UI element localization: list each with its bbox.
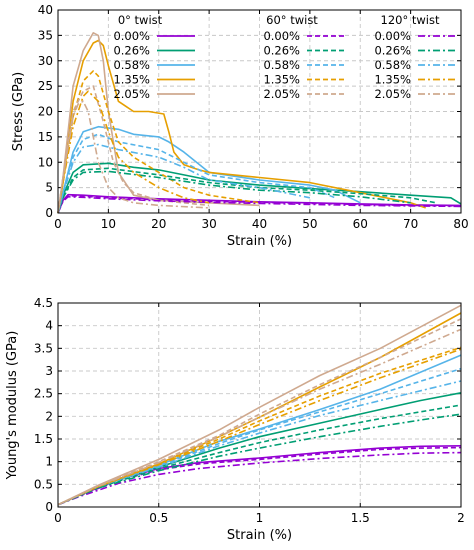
stress-strain-chart: 0 10 20 30 40 50 60 70 80 0 5 10 15 20 25 30 35 40 Strain … (11, 3, 469, 249)
legend-entry-label: 0.58% (263, 58, 300, 72)
x-tick-label: 0 (54, 217, 62, 231)
x-tick-label: 0 (54, 511, 62, 525)
series-line (57, 170, 411, 214)
y-axis-label: Stress (GPa) (11, 72, 26, 152)
legend-entry-label: 1.35% (263, 73, 300, 87)
legend-entry-label: 0.00% (263, 29, 300, 43)
series-line (57, 90, 210, 214)
y-tick-label: 5 (45, 181, 53, 195)
x-tick-label: 2 (457, 511, 465, 525)
series-line (57, 367, 462, 506)
legend-entry-label: 2.05% (263, 87, 300, 101)
plot-frame (57, 9, 462, 214)
x-tick-label: 80 (453, 217, 468, 231)
legend-entry-label: 0.58% (113, 58, 150, 72)
y-tick-label: 3.5 (34, 341, 53, 355)
series-line (57, 446, 462, 506)
legend-entry-label: 0.58% (374, 58, 411, 72)
x-tick-label: 1.5 (351, 511, 370, 525)
series-line (57, 451, 462, 506)
legend-entry-label: 1.35% (374, 73, 411, 87)
legend-entry-label: 0.00% (113, 29, 150, 43)
x-axis-label: Strain (%) (227, 528, 292, 543)
y-tick-label: 30 (38, 54, 53, 68)
y-tick-label: 4.5 (34, 296, 53, 310)
x-tick-label: 40 (252, 217, 267, 231)
plot-frame (57, 302, 462, 508)
series-line (57, 346, 462, 506)
x-tick-label: 70 (403, 217, 418, 231)
series-line (57, 196, 462, 214)
x-tick-label: 0.5 (149, 511, 168, 525)
series-line (57, 167, 436, 214)
series-line (57, 413, 462, 506)
y-tick-label: 0 (45, 500, 53, 514)
y-tick-label: 10 (38, 155, 53, 169)
series-line (57, 100, 210, 214)
y-tick-label: 2 (45, 409, 53, 423)
y-tick-label: 0.5 (34, 477, 53, 491)
youngs-modulus-chart: 0 0.5 1 1.5 2 0 0.5 1 1.5 2 2.5 3 3.5 4 4.5 Strain (%) Y… (5, 296, 465, 543)
series-line (57, 133, 336, 214)
series-line (57, 404, 462, 506)
x-tick-label: 20 (151, 217, 166, 231)
x-tick-label: 10 (101, 217, 116, 231)
y-tick-label: 20 (38, 105, 53, 119)
series-line (57, 328, 462, 506)
legend-group-title: 60° twist (266, 13, 318, 27)
x-tick-label: 60 (353, 217, 368, 231)
legend-entry-label: 0.00% (374, 29, 411, 43)
series-line (57, 348, 462, 506)
legend-group-title: 120° twist (381, 13, 440, 27)
y-tick-label: 2.5 (34, 387, 53, 401)
series-line (57, 125, 361, 214)
y-tick-label: 3 (45, 364, 53, 378)
series-line (57, 39, 426, 214)
x-tick-label: 30 (201, 217, 216, 231)
x-tick-label: 1 (256, 511, 264, 525)
series-line (57, 304, 462, 506)
x-tick-label: 50 (302, 217, 317, 231)
y-tick-label: 35 (38, 28, 53, 42)
y-tick-label: 25 (38, 79, 53, 93)
legend-entry-label: 0.26% (113, 44, 150, 58)
legend-group-title: 0° twist (118, 13, 163, 27)
legend-entry-label: 2.05% (113, 87, 150, 101)
y-tick-label: 1.5 (34, 432, 53, 446)
series-line (57, 162, 462, 214)
y-tick-label: 1 (45, 455, 53, 469)
legend-entry-label: 0.26% (263, 44, 300, 58)
legend-entry-label: 0.26% (374, 44, 411, 58)
x-axis-label: Strain (%) (227, 234, 292, 249)
y-tick-label: 15 (38, 130, 53, 144)
y-tick-label: 40 (38, 3, 53, 17)
y-axis-label: Young's modulus (GPa) (5, 331, 20, 481)
y-tick-label: 4 (45, 319, 53, 333)
legend-entry-label: 2.05% (374, 87, 411, 101)
legend-entry-label: 1.35% (113, 73, 150, 87)
series-line (57, 143, 311, 214)
y-tick-label: 0 (45, 206, 53, 220)
